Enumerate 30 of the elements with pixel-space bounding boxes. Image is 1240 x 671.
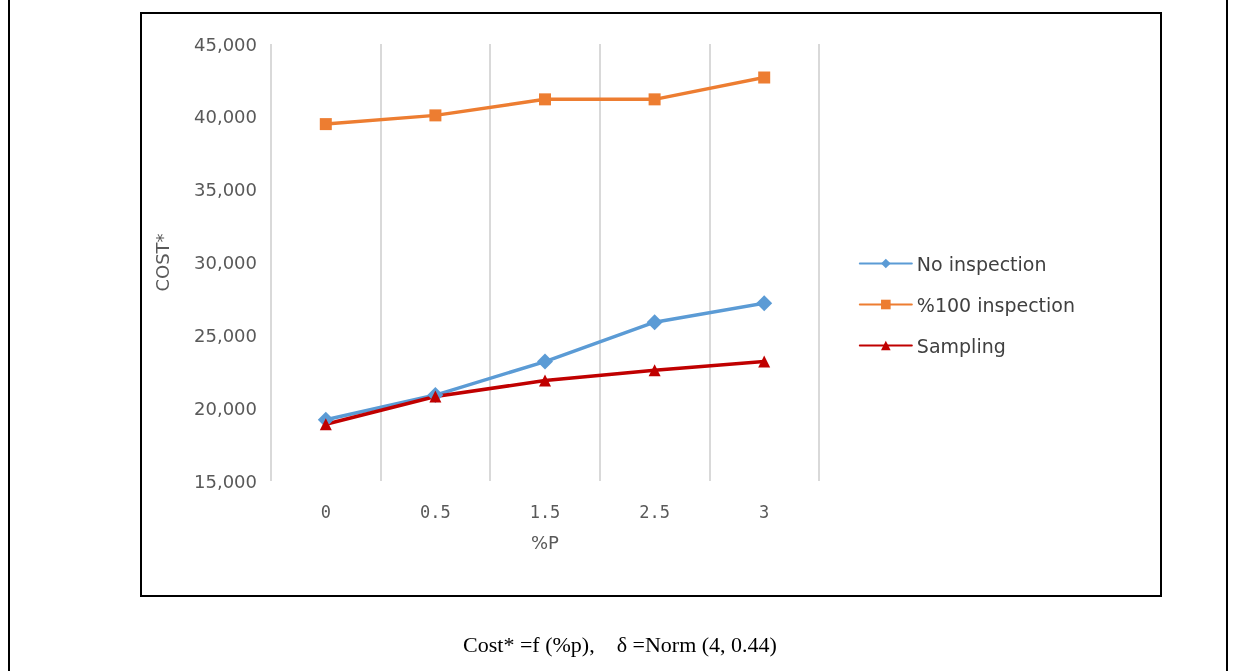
x-tick-label: 2.5 <box>639 501 670 522</box>
x-tick-label: 0 <box>320 501 331 522</box>
legend-label: No inspection <box>916 252 1047 275</box>
y-tick-label: 40,000 <box>194 106 257 128</box>
point <box>319 118 332 131</box>
legend-label: Sampling <box>916 334 1006 357</box>
text: Cost* =f (%p), δ =Norm (4, 0.44) <box>462 632 778 658</box>
point <box>319 418 332 431</box>
x-axis-title: %P <box>531 531 560 553</box>
y-axis-title: COST* <box>151 233 173 292</box>
point <box>758 71 771 84</box>
y-tick-label: 15,000 <box>194 470 257 492</box>
point <box>648 364 661 377</box>
y-tick-label: 20,000 <box>194 397 257 419</box>
point <box>756 295 773 312</box>
point <box>758 355 771 368</box>
y-tick-label: 45,000 <box>194 33 257 55</box>
y-tick-label: 25,000 <box>194 324 257 346</box>
x-tick-label: 0.5 <box>420 501 451 522</box>
point <box>429 109 442 122</box>
legend-label: %100 inspection <box>916 293 1075 316</box>
point <box>537 353 553 370</box>
x-tick-label: 3 <box>759 501 770 522</box>
point <box>539 93 551 106</box>
y-tick-label: 30,000 <box>194 252 257 273</box>
point <box>646 314 663 331</box>
point <box>648 93 661 106</box>
x-tick-label: 1.5 <box>529 501 561 522</box>
y-tick-label: 35,000 <box>194 179 257 201</box>
point <box>539 374 551 387</box>
